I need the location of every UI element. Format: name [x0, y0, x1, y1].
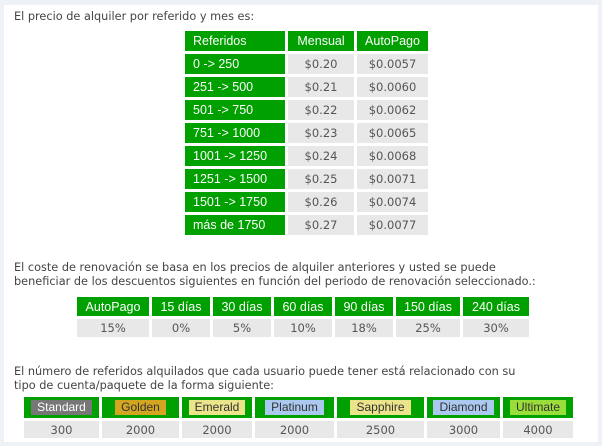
table-row: 501 -> 750 $0.22 $0.0062 — [185, 100, 428, 120]
header-row: Referidos Mensual AutoPago — [185, 31, 428, 51]
referral-limit-value: 2000 — [102, 421, 179, 438]
monthly-price: $0.20 — [288, 54, 354, 74]
account-limit-table: Standard Golden Emerald Platinum Sapphire Dia… — [21, 394, 576, 441]
account-type-header: Golden — [102, 397, 179, 418]
account-badge-golden: Golden — [115, 400, 166, 415]
monthly-price: $0.26 — [288, 192, 354, 212]
referral-limit-value: 4000 — [503, 421, 573, 438]
account-type-header: Platinum — [255, 397, 334, 418]
account-badge-platinum: Platinum — [265, 400, 324, 415]
period-header: 15 días — [152, 297, 210, 316]
autopay-price: $0.0057 — [357, 54, 428, 74]
autopay-price: $0.0071 — [357, 169, 428, 189]
period-header: 30 días — [213, 297, 271, 316]
table-row: 1251 -> 1500 $0.25 $0.0071 — [185, 169, 428, 189]
referral-range: 1001 -> 1250 — [185, 146, 285, 166]
discount-value: 0% — [152, 319, 210, 337]
content-panel: El precio de alquiler por referido y mes… — [4, 5, 598, 442]
account-limit-intro-line2: tipo de cuenta/paquete de la forma sigui… — [14, 379, 274, 392]
referral-limit-value: 2500 — [337, 421, 424, 438]
discount-value: 5% — [213, 319, 271, 337]
account-badge-ultimate: Ultimate — [509, 400, 566, 415]
autopay-price: $0.0077 — [357, 215, 428, 235]
column-header: Mensual — [288, 31, 354, 51]
account-type-header: Sapphire — [337, 397, 424, 418]
table-row: 1001 -> 1250 $0.24 $0.0068 — [185, 146, 428, 166]
referral-limit-value: 300 — [24, 421, 99, 438]
header-row: Standard Golden Emerald Platinum Sapphire Dia… — [24, 397, 573, 418]
discount-value: 25% — [396, 319, 460, 337]
account-limit-intro-line1: El número de referidos alquilados que ca… — [14, 365, 516, 378]
monthly-price: $0.22 — [288, 100, 354, 120]
renewal-discount-table: AutoPago 15 días 30 días 60 días 90 días 150 … — [74, 294, 532, 340]
referral-range: 251 -> 500 — [185, 77, 285, 97]
autopay-price: $0.0062 — [357, 100, 428, 120]
column-header: Referidos — [185, 31, 285, 51]
period-header: AutoPago — [77, 297, 149, 316]
table-row: 15% 0% 5% 10% 18% 25% 30% — [77, 319, 529, 337]
account-type-header: Emerald — [182, 397, 252, 418]
monthly-price: $0.24 — [288, 146, 354, 166]
account-badge-standard: Standard — [31, 400, 92, 415]
discount-value: 30% — [463, 319, 529, 337]
monthly-price: $0.23 — [288, 123, 354, 143]
referral-limit-value: 2000 — [182, 421, 252, 438]
table-row: 751 -> 1000 $0.23 $0.0065 — [185, 123, 428, 143]
period-header: 90 días — [335, 297, 393, 316]
header-row: AutoPago 15 días 30 días 60 días 90 días 150 … — [77, 297, 529, 316]
referral-range: más de 1750 — [185, 215, 285, 235]
account-badge-diamond: Diamond — [433, 400, 494, 415]
referral-range: 1251 -> 1500 — [185, 169, 285, 189]
account-badge-sapphire: Sapphire — [350, 400, 411, 415]
account-type-header: Ultimate — [503, 397, 573, 418]
discount-value: 18% — [335, 319, 393, 337]
referral-limit-value: 3000 — [427, 421, 500, 438]
autopay-price: $0.0068 — [357, 146, 428, 166]
autopay-price: $0.0065 — [357, 123, 428, 143]
table-row: 300 2000 2000 2000 2500 3000 4000 — [24, 421, 573, 438]
monthly-price: $0.25 — [288, 169, 354, 189]
period-header: 240 días — [463, 297, 529, 316]
autopay-price: $0.0060 — [357, 77, 428, 97]
rental-price-intro: El precio de alquiler por referido y mes… — [14, 10, 255, 23]
table-row: más de 1750 $0.27 $0.0077 — [185, 215, 428, 235]
table-row: 251 -> 500 $0.21 $0.0060 — [185, 77, 428, 97]
monthly-price: $0.27 — [288, 215, 354, 235]
period-header: 60 días — [274, 297, 332, 316]
renewal-intro-line1: El coste de renovación se basa en los pr… — [14, 261, 496, 274]
account-type-header: Diamond — [427, 397, 500, 418]
column-header: AutoPago — [357, 31, 428, 51]
referral-range: 0 -> 250 — [185, 54, 285, 74]
account-badge-emerald: Emerald — [188, 400, 246, 415]
autopay-price: $0.0074 — [357, 192, 428, 212]
rental-price-table: Referidos Mensual AutoPago 0 -> 250 $0.20 $0.… — [182, 28, 431, 238]
table-row: 1501 -> 1750 $0.26 $0.0074 — [185, 192, 428, 212]
referral-limit-value: 2000 — [255, 421, 334, 438]
monthly-price: $0.21 — [288, 77, 354, 97]
account-type-header: Standard — [24, 397, 99, 418]
referral-range: 501 -> 750 — [185, 100, 285, 120]
table-row: 0 -> 250 $0.20 $0.0057 — [185, 54, 428, 74]
referral-range: 751 -> 1000 — [185, 123, 285, 143]
discount-value: 10% — [274, 319, 332, 337]
discount-value: 15% — [77, 319, 149, 337]
renewal-intro-line2: beneficiar de los descuentos siguientes … — [14, 275, 536, 288]
period-header: 150 días — [396, 297, 460, 316]
referral-range: 1501 -> 1750 — [185, 192, 285, 212]
